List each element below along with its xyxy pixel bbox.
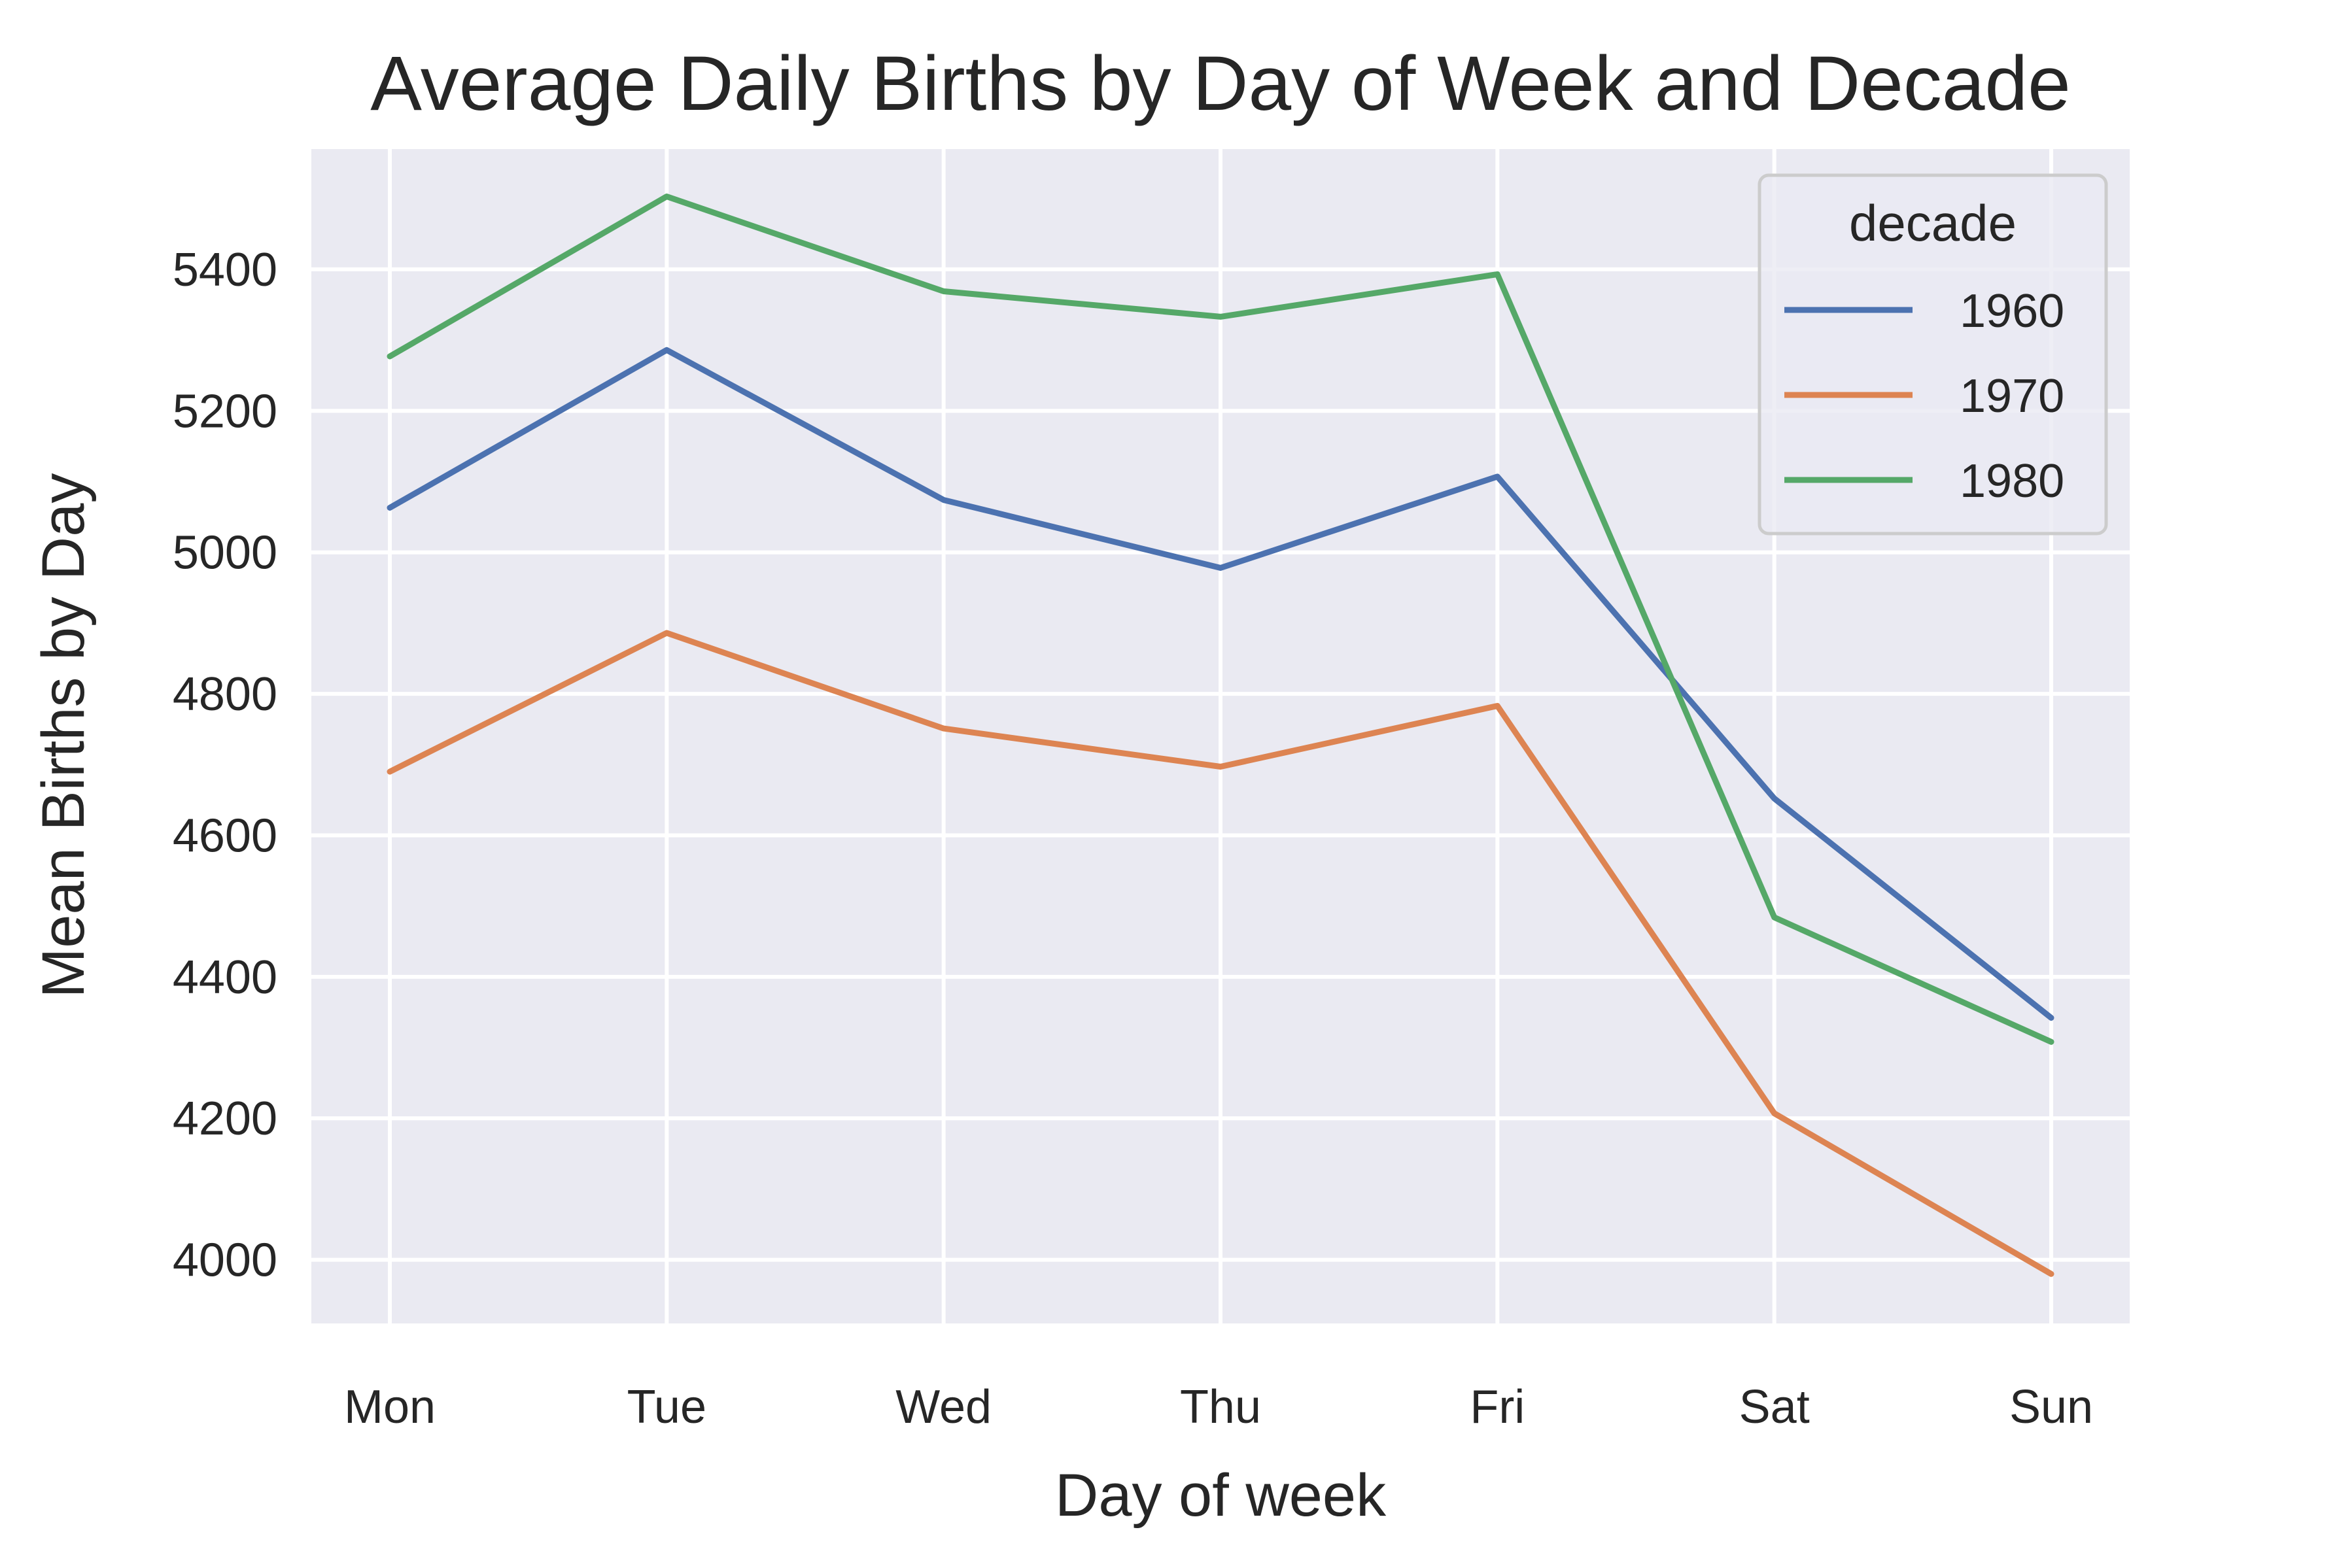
x-tick-label: Tue bbox=[627, 1381, 706, 1433]
y-tick-label: 4600 bbox=[173, 810, 277, 862]
x-tick-label: Mon bbox=[344, 1381, 436, 1433]
x-axis-label: Day of week bbox=[1055, 1462, 1387, 1529]
x-tick-label: Sun bbox=[2009, 1381, 2093, 1433]
series-line-1970 bbox=[387, 630, 2054, 1277]
series-line-1960 bbox=[387, 347, 2054, 1021]
legend-label-1960: 1960 bbox=[1960, 285, 2064, 337]
x-tick-label: Sat bbox=[1739, 1381, 1810, 1433]
x-tick-label: Wed bbox=[895, 1381, 992, 1433]
y-tick-label: 5400 bbox=[173, 244, 277, 296]
y-tick-label: 4200 bbox=[173, 1093, 277, 1145]
y-tick-label: 4000 bbox=[173, 1235, 277, 1287]
series-lines bbox=[387, 194, 2054, 1277]
x-axis-ticks: Mon Tue Wed Thu Fri Sat Sun bbox=[344, 1381, 2093, 1433]
y-axis-ticks: 4000 4200 4400 4600 4800 5000 5200 5400 bbox=[173, 244, 277, 1287]
legend-items: 1960 1970 1980 bbox=[1784, 285, 2064, 507]
y-tick-label: 4400 bbox=[173, 951, 277, 1004]
y-tick-label: 5200 bbox=[173, 385, 277, 437]
x-tick-label: Thu bbox=[1180, 1381, 1261, 1433]
y-tick-label: 4800 bbox=[173, 668, 277, 721]
x-tick-label: Fri bbox=[1470, 1381, 1525, 1433]
legend-label-1970: 1970 bbox=[1960, 370, 2064, 422]
legend-box bbox=[1758, 173, 2108, 536]
chart-title: Average Daily Births by Day of Week and … bbox=[370, 41, 2071, 127]
legend: decade 1960 1970 1980 bbox=[1758, 173, 2108, 536]
y-axis-label: Mean Births by Day bbox=[30, 473, 97, 998]
legend-title: decade bbox=[1849, 194, 2017, 252]
y-tick-label: 5000 bbox=[173, 527, 277, 579]
grid bbox=[311, 149, 2130, 1323]
series-line-1980 bbox=[387, 194, 2054, 1045]
legend-label-1980: 1980 bbox=[1960, 455, 2064, 507]
